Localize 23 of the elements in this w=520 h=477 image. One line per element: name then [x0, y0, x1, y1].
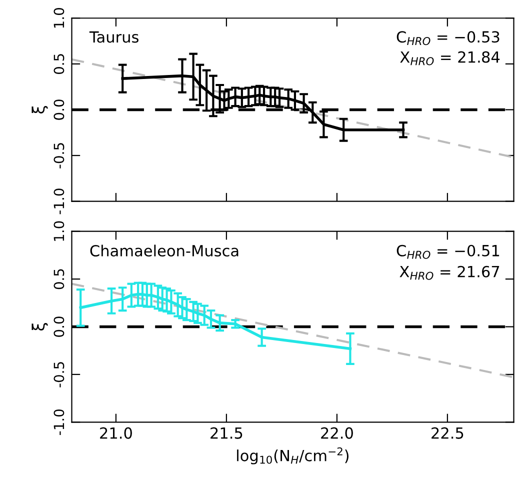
annotation: C$_{HRO}$ = −0.53	[396, 31, 500, 46]
annotation: Chamaeleon-Musca	[90, 244, 238, 257]
x-tick-label: 21.5	[210, 427, 242, 439]
x-tick-label: 22.0	[321, 427, 353, 439]
annotation: C$_{HRO}$ = −0.51	[396, 244, 500, 259]
y-tick-label: 0.0	[54, 100, 64, 120]
y-tick-label: 0.5	[54, 269, 64, 290]
x-axis-title: log$_{10}$(N$_{H}$/cm$^{−2}$)	[237, 447, 348, 464]
y-tick-label: -0.5	[54, 362, 64, 388]
annotation: X$_{HRO}$ = 21.67	[400, 266, 500, 280]
y-tick-label: 0.0	[54, 316, 64, 337]
y-tick-label: -1.0	[54, 410, 64, 436]
y-axis-title: ξ	[32, 106, 48, 114]
x-tick-label: 22.5	[432, 427, 464, 439]
y-axis-title: ξ	[32, 323, 48, 331]
annotation: X$_{HRO}$ = 21.84	[400, 51, 500, 66]
annotation: Taurus	[89, 31, 138, 43]
y-tick-label: -1.0	[54, 188, 64, 214]
x-tick-label: 21.0	[100, 427, 132, 439]
y-tick-label: 1.0	[54, 221, 64, 241]
y-tick-label: 1.0	[54, 8, 64, 28]
y-tick-label: -0.5	[54, 143, 64, 168]
y-tick-label: 0.5	[54, 54, 64, 74]
